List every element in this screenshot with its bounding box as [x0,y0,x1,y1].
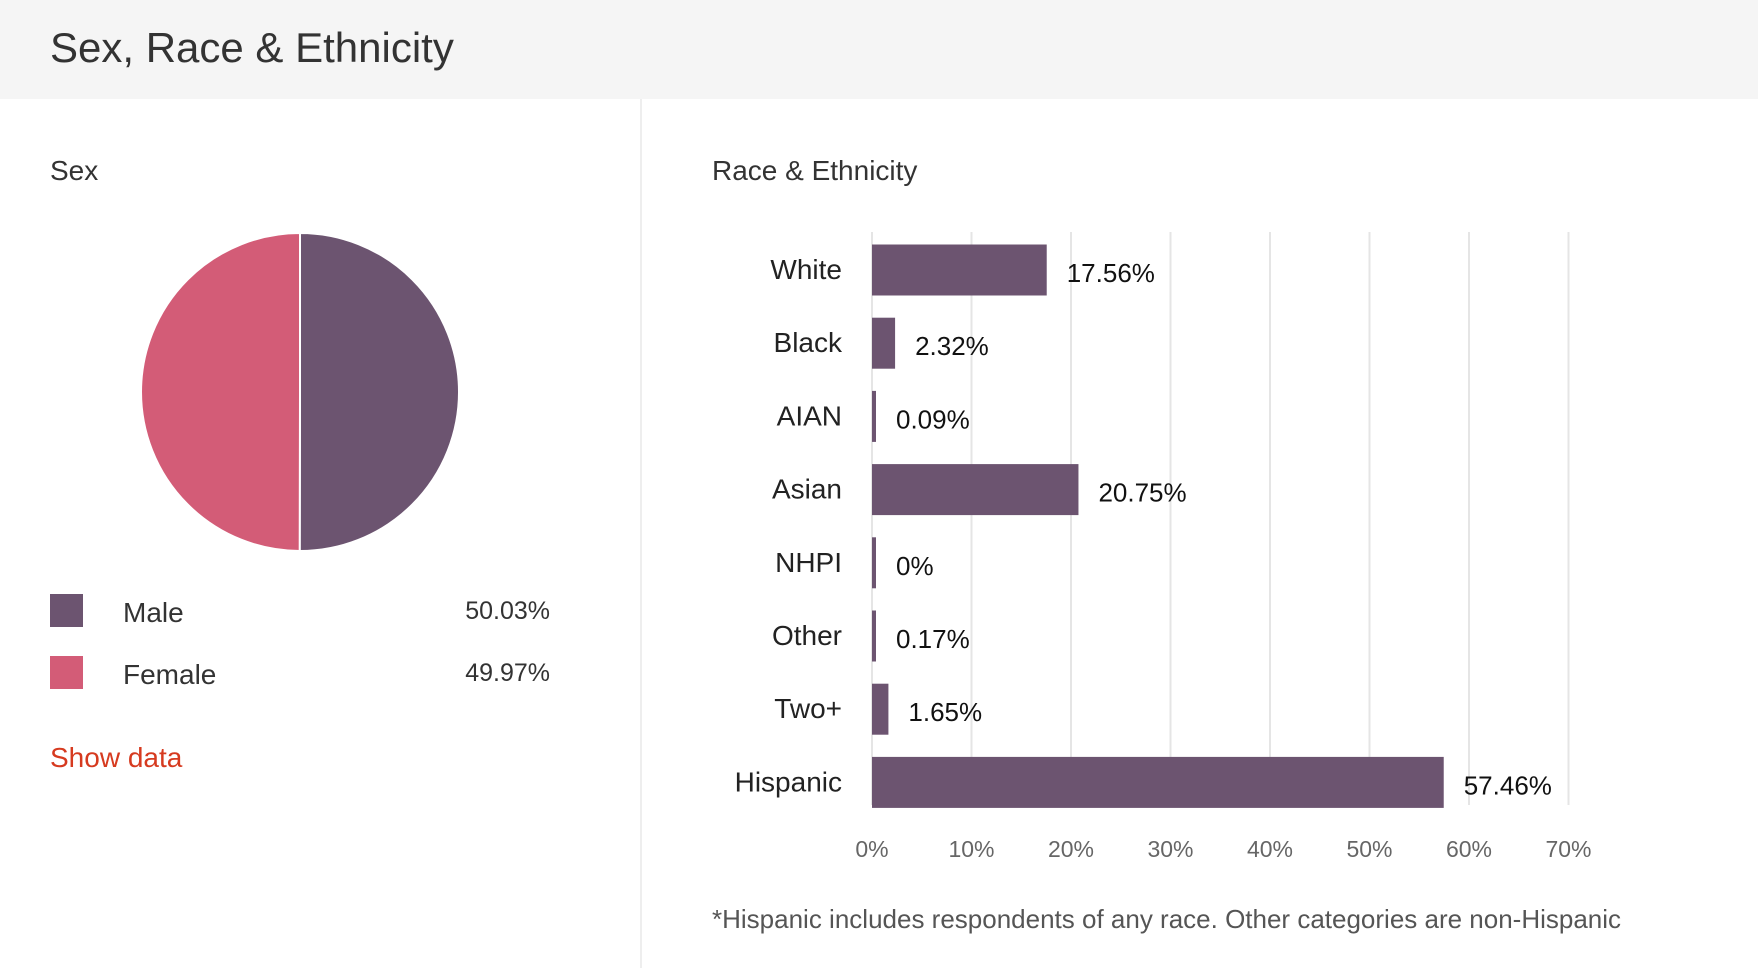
value-label: 0% [896,551,934,581]
category-label: AIAN [777,400,842,431]
sex-chart-title: Sex [50,155,99,186]
race-bar-chart: 0% 10% 20% 30% 40% 50% 60% 70% White 17.56% Black 2… [735,232,1592,862]
x-tick-label: 0% [855,836,888,862]
legend-label-male: Male [123,597,184,628]
section-title: Sex, Race & Ethnicity [50,24,454,71]
legend-label-female: Female [123,659,217,690]
section-header: Sex, Race & Ethnicity [0,0,1758,99]
category-label: Other [772,620,842,651]
pie-slice-female [139,231,301,553]
legend-value-female: 49.97% [465,659,550,687]
x-tick-label: 50% [1346,836,1392,862]
category-label: Two+ [774,693,842,724]
x-tick-label: 30% [1147,836,1193,862]
bar-two- [872,683,889,735]
x-tick-label: 10% [948,836,994,862]
show-data-link[interactable]: Show data [50,742,183,773]
panel-divider [640,99,642,968]
value-label: 57.46% [1464,770,1552,800]
category-label: Hispanic [735,766,842,797]
legend-item-female: Female 49.97% [50,656,550,696]
category-label: White [770,254,842,285]
legend-value-male: 50.03% [465,597,550,625]
bar-other [872,610,876,662]
value-label: 0.09% [896,404,970,434]
legend-item-male: Male 50.03% [50,594,550,634]
x-tick-label: 40% [1247,836,1293,862]
x-tick-label: 20% [1048,836,1094,862]
category-label: Asian [772,474,842,505]
bar-aian [872,390,876,442]
bar-hispanic [872,756,1444,808]
category-label: NHPI [775,547,842,578]
bar-nhpi [872,537,876,589]
race-footnote: *Hispanic includes respondents of any ra… [712,904,1622,934]
pie-slice-male [298,231,460,553]
value-label: 17.56% [1067,258,1155,288]
value-label: 20.75% [1098,478,1186,508]
sex-pie-chart [139,231,460,553]
bar-asian [872,464,1079,516]
bar-black [872,317,896,369]
race-chart-title: Race & Ethnicity [712,155,918,186]
value-label: 1.65% [908,697,982,727]
x-tick-label: 60% [1446,836,1492,862]
value-label: 0.17% [896,624,970,654]
male-swatch [50,594,83,627]
bar-white [872,244,1047,296]
female-swatch [50,656,83,689]
value-label: 2.32% [915,331,989,361]
x-tick-label: 70% [1545,836,1591,862]
category-label: Black [774,327,843,358]
